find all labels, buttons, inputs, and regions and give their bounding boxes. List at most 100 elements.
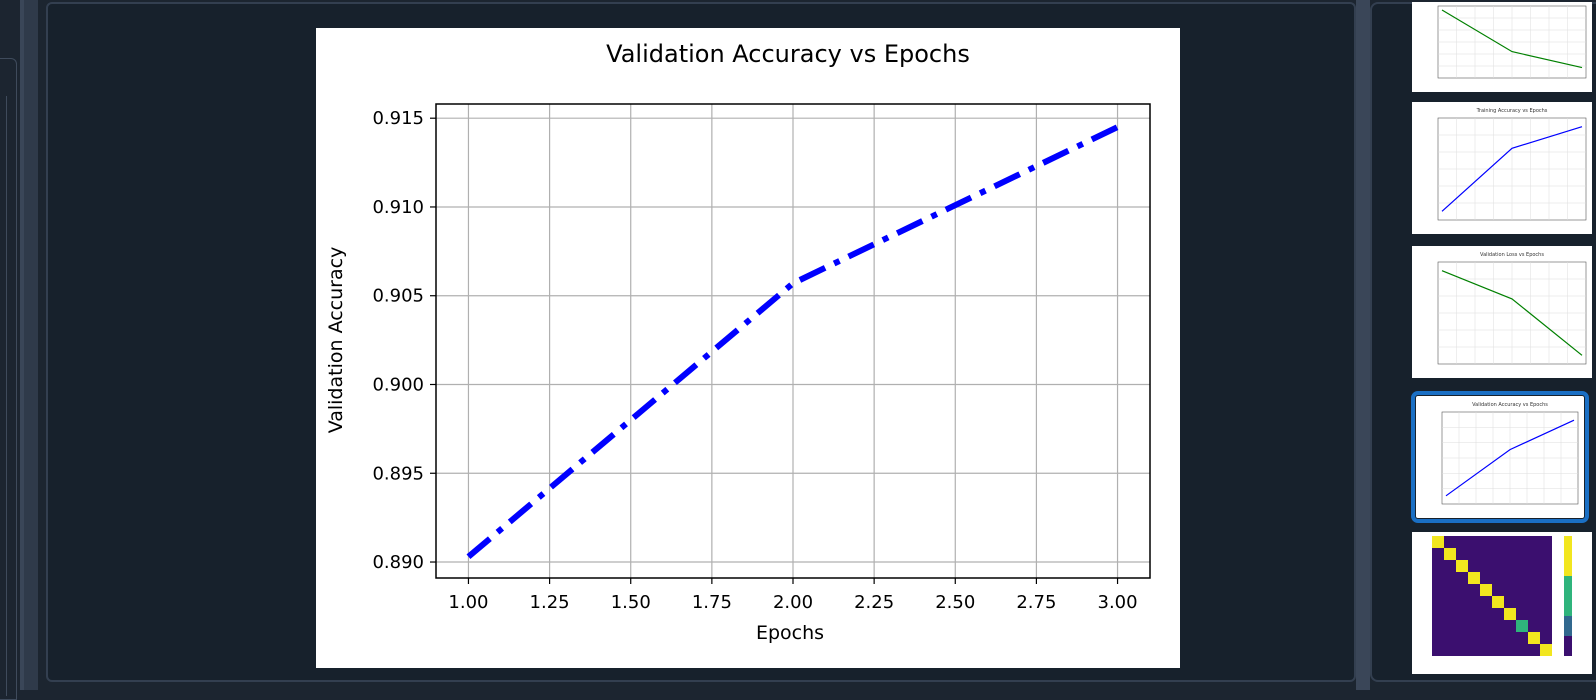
heatmap-cell	[1432, 584, 1444, 596]
thumbnail-image: Validation Accuracy vs Epochs	[1441, 402, 1579, 505]
y-tick-label: 0.895	[372, 463, 424, 484]
heatmap-cell	[1432, 608, 1444, 620]
heatmap-cell	[1540, 560, 1552, 572]
thumbnail-strip: Training Accuracy vs Epochs Validation Lo…	[1370, 2, 1596, 682]
heatmap-cell	[1492, 620, 1504, 632]
heatmap-cell	[1504, 620, 1516, 632]
heatmap-cell	[1480, 560, 1492, 572]
thumbnail-series-line	[1441, 126, 1583, 212]
thumbnail-validation-loss[interactable]: Validation Loss vs Epochs	[1412, 246, 1592, 378]
heatmap-cell	[1540, 572, 1552, 584]
thumbnail-training-accuracy[interactable]: Training Accuracy vs Epochs	[1412, 102, 1592, 234]
heatmap-cell	[1540, 548, 1552, 560]
left-sidebar-tab-inner	[0, 96, 7, 696]
x-tick-label: 1.50	[611, 592, 651, 613]
heatmap-cell	[1528, 536, 1540, 548]
image-viewer-panel: Validation Accuracy vs Epochs 1.00 1.25 1.…	[46, 2, 1356, 682]
validation-accuracy-series-line	[466, 124, 1119, 559]
thumbnail-confusion-matrix[interactable]	[1412, 532, 1592, 674]
heatmap-cell	[1468, 596, 1480, 608]
heatmap-cell	[1492, 536, 1504, 548]
heatmap-cell	[1444, 632, 1456, 644]
heatmap-cell	[1480, 548, 1492, 560]
heatmap-cell	[1516, 608, 1528, 620]
heatmap-cell	[1456, 608, 1468, 620]
heatmap-cell	[1444, 644, 1456, 656]
heatmap-cell	[1468, 632, 1480, 644]
heatmap-cell	[1528, 560, 1540, 572]
thumbnail-series-line	[1441, 9, 1583, 69]
heatmap-cell	[1456, 560, 1468, 572]
thumbnail-title: Validation Accuracy vs Epochs	[1472, 402, 1548, 408]
heatmap-cell	[1468, 572, 1480, 584]
heatmap-cell	[1504, 632, 1516, 644]
heatmap-cell	[1432, 620, 1444, 632]
heatmap-cell	[1492, 584, 1504, 596]
x-tick-label: 1.75	[692, 592, 732, 613]
left-sidebar-rail	[0, 0, 24, 700]
heatmap-cell	[1492, 596, 1504, 608]
thumbnail-series-line	[1445, 419, 1575, 497]
heatmap-cell	[1528, 572, 1540, 584]
left-sidebar-edge	[20, 0, 24, 690]
x-tick-label: 3.00	[1098, 592, 1138, 613]
heatmap-cell	[1456, 584, 1468, 596]
heatmap-cell	[1480, 644, 1492, 656]
heatmap-cell	[1504, 644, 1516, 656]
thumbnail-image	[1437, 5, 1587, 79]
y-tick-label: 0.905	[372, 286, 424, 307]
y-tick-label: 0.900	[372, 374, 424, 395]
thumbnail-training-loss[interactable]	[1412, 2, 1592, 92]
heatmap-cell	[1432, 572, 1444, 584]
heatmap-cell	[1516, 572, 1528, 584]
heatmap-cell	[1504, 608, 1516, 620]
thumbnail-image: Training Accuracy vs Epochs	[1437, 108, 1587, 221]
heatmap-cell	[1432, 644, 1444, 656]
heatmap-cell	[1456, 620, 1468, 632]
heatmap-cell	[1492, 632, 1504, 644]
x-tick-label: 1.00	[448, 592, 488, 613]
thumbnail-validation-accuracy[interactable]: Validation Accuracy vs Epochs	[1411, 391, 1589, 523]
heatmap-cell	[1516, 632, 1528, 644]
heatmap-cell	[1444, 536, 1456, 548]
heatmap-cell	[1492, 608, 1504, 620]
heatmap-cell	[1528, 620, 1540, 632]
heatmap-cell	[1540, 584, 1552, 596]
heatmap-cell	[1468, 644, 1480, 656]
y-tick-label: 0.890	[372, 552, 424, 573]
heatmap-cell	[1516, 620, 1528, 632]
heatmap-cell	[1540, 620, 1552, 632]
heatmap-cell	[1480, 632, 1492, 644]
heatmap-cell	[1540, 632, 1552, 644]
heatmap-cell	[1516, 584, 1528, 596]
heatmap-cell	[1468, 584, 1480, 596]
heatmap-cell	[1540, 608, 1552, 620]
heatmap-cell	[1480, 536, 1492, 548]
heatmap-cell	[1528, 644, 1540, 656]
panel-splitter[interactable]	[1356, 0, 1370, 690]
left-splitter[interactable]	[24, 0, 38, 690]
heatmap-cell	[1540, 536, 1552, 548]
x-tick-label: 2.25	[854, 592, 894, 613]
heatmap-cell	[1504, 572, 1516, 584]
heatmap-cell	[1432, 536, 1444, 548]
heatmap-cell	[1492, 548, 1504, 560]
heatmap-cell	[1432, 560, 1444, 572]
heatmap-cell	[1528, 608, 1540, 620]
x-tick-label: 2.00	[773, 592, 813, 613]
heatmap-cell	[1480, 608, 1492, 620]
heatmap-cell	[1456, 596, 1468, 608]
heatmap-cell	[1504, 548, 1516, 560]
heatmap-cell	[1480, 572, 1492, 584]
y-axis-label: Validation Accuracy	[325, 247, 347, 434]
thumbnail-title: Validation Loss vs Epochs	[1480, 252, 1544, 258]
heatmap-cell	[1444, 572, 1456, 584]
heatmap-cell	[1468, 536, 1480, 548]
thumbnail-title: Training Accuracy vs Epochs	[1476, 108, 1548, 114]
heatmap-cell	[1444, 560, 1456, 572]
heatmap-cell	[1516, 548, 1528, 560]
heatmap-cell	[1432, 632, 1444, 644]
heatmap-cell	[1528, 584, 1540, 596]
heatmap-cell	[1456, 548, 1468, 560]
heatmap-cell	[1516, 644, 1528, 656]
